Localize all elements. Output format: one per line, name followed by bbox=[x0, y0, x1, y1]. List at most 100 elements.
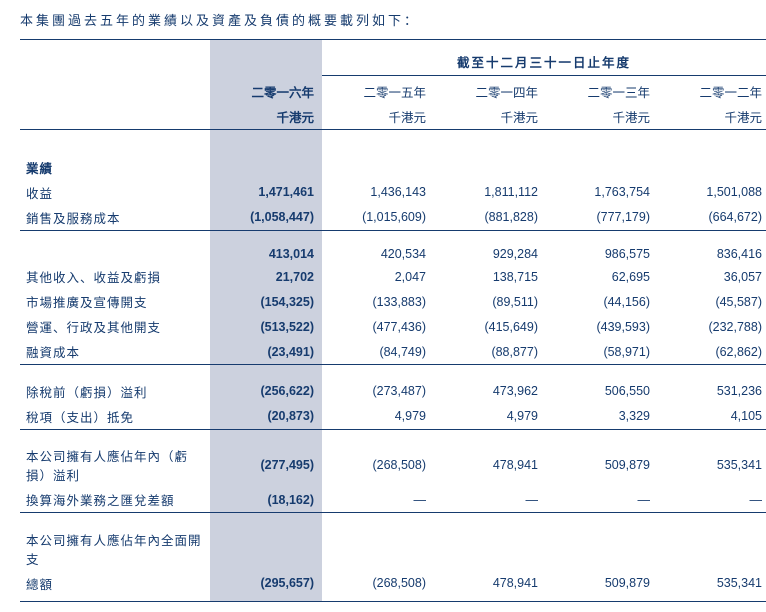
cell: 1,501,088 bbox=[658, 180, 766, 205]
table-row: 換算海外業務之匯兌差額 (18,162) — — — — bbox=[20, 487, 766, 513]
cell: 473,962 bbox=[434, 379, 546, 404]
super-header: 截至十二月三十一日止年度 bbox=[322, 46, 766, 76]
row-label: 營運、行政及其他開支 bbox=[20, 314, 210, 339]
unit-0: 千港元 bbox=[210, 104, 322, 130]
cell: 21,702 bbox=[210, 264, 322, 289]
cell: 531,236 bbox=[658, 379, 766, 404]
cell: 62,695 bbox=[546, 264, 658, 289]
cell: (45,587) bbox=[658, 289, 766, 314]
cell: (295,657) bbox=[210, 571, 322, 602]
cell: (133,883) bbox=[322, 289, 434, 314]
row-label: 換算海外業務之匯兌差額 bbox=[20, 487, 210, 513]
year-1: 二零一五年 bbox=[322, 76, 434, 105]
cell: 506,550 bbox=[546, 379, 658, 404]
table-row: 其他收入、收益及虧損 21,702 2,047 138,715 62,695 3… bbox=[20, 264, 766, 289]
year-4: 二零一二年 bbox=[658, 76, 766, 105]
cell: (277,495) bbox=[210, 443, 322, 487]
cell: 478,941 bbox=[434, 443, 546, 487]
cell: (154,325) bbox=[210, 289, 322, 314]
year-3: 二零一三年 bbox=[546, 76, 658, 105]
unit-4: 千港元 bbox=[658, 104, 766, 130]
year-0: 二零一六年 bbox=[210, 76, 322, 105]
unit-3: 千港元 bbox=[546, 104, 658, 130]
section-results: 業績 bbox=[20, 144, 210, 180]
cell: 4,979 bbox=[434, 404, 546, 430]
cell: (513,522) bbox=[210, 314, 322, 339]
cell: (664,672) bbox=[658, 205, 766, 231]
cell: 535,341 bbox=[658, 443, 766, 487]
cell: (881,828) bbox=[434, 205, 546, 231]
cell: (88,877) bbox=[434, 339, 546, 365]
cell: — bbox=[546, 487, 658, 513]
table-row: 營運、行政及其他開支 (513,522) (477,436) (415,649)… bbox=[20, 314, 766, 339]
cell: 836,416 bbox=[658, 244, 766, 264]
cell: 36,057 bbox=[658, 264, 766, 289]
intro-text: 本集團過去五年的業績以及資產及負債的概要載列如下： bbox=[12, 10, 754, 29]
row-label: 融資成本 bbox=[20, 339, 210, 365]
row-label: 銷售及服務成本 bbox=[20, 205, 210, 231]
cell: 1,811,112 bbox=[434, 180, 546, 205]
cell: 478,941 bbox=[434, 571, 546, 602]
row-label bbox=[20, 244, 210, 264]
cell: (89,511) bbox=[434, 289, 546, 314]
cell: 509,879 bbox=[546, 571, 658, 602]
table-row: 除稅前（虧損）溢利 (256,622) (273,487) 473,962 50… bbox=[20, 379, 766, 404]
cell: (23,491) bbox=[210, 339, 322, 365]
cell: 1,763,754 bbox=[546, 180, 658, 205]
cell: 509,879 bbox=[546, 443, 658, 487]
row-label: 收益 bbox=[20, 180, 210, 205]
row-label: 其他收入、收益及虧損 bbox=[20, 264, 210, 289]
cell: 2,047 bbox=[322, 264, 434, 289]
cell: 138,715 bbox=[434, 264, 546, 289]
cell: (44,156) bbox=[546, 289, 658, 314]
row-label: 稅項（支出）抵免 bbox=[20, 404, 210, 430]
cell: (273,487) bbox=[322, 379, 434, 404]
cell: (18,162) bbox=[210, 487, 322, 513]
cell: (62,862) bbox=[658, 339, 766, 365]
cell: (58,971) bbox=[546, 339, 658, 365]
cell: 3,329 bbox=[546, 404, 658, 430]
table-row: 本公司擁有人應佔年內（虧損）溢利 (277,495) (268,508) 478… bbox=[20, 443, 766, 487]
cell: 420,534 bbox=[322, 244, 434, 264]
cell: (232,788) bbox=[658, 314, 766, 339]
cell: 4,979 bbox=[322, 404, 434, 430]
unit-1: 千港元 bbox=[322, 104, 434, 130]
cell: 413,014 bbox=[210, 244, 322, 264]
table-row: 稅項（支出）抵免 (20,873) 4,979 4,979 3,329 4,10… bbox=[20, 404, 766, 430]
cell: (439,593) bbox=[546, 314, 658, 339]
year-2: 二零一四年 bbox=[434, 76, 546, 105]
cell: (20,873) bbox=[210, 404, 322, 430]
cell: — bbox=[322, 487, 434, 513]
cell: 535,341 bbox=[658, 571, 766, 602]
row-label: 市場推廣及宣傳開支 bbox=[20, 289, 210, 314]
cell: (415,649) bbox=[434, 314, 546, 339]
row-label: 本公司擁有人應佔年內全面開支 bbox=[20, 527, 210, 571]
table-row: 本公司擁有人應佔年內全面開支 bbox=[20, 527, 766, 571]
financial-summary-table: 截至十二月三十一日止年度 二零一六年 二零一五年 二零一四年 二零一三年 二零一… bbox=[20, 39, 746, 602]
row-label: 總額 bbox=[20, 571, 210, 602]
cell: 986,575 bbox=[546, 244, 658, 264]
unit-2: 千港元 bbox=[434, 104, 546, 130]
cell: 929,284 bbox=[434, 244, 546, 264]
cell: (1,015,609) bbox=[322, 205, 434, 231]
cell: — bbox=[434, 487, 546, 513]
cell: (477,436) bbox=[322, 314, 434, 339]
cell: (268,508) bbox=[322, 571, 434, 602]
table-row: 413,014 420,534 929,284 986,575 836,416 bbox=[20, 244, 766, 264]
cell: (84,749) bbox=[322, 339, 434, 365]
table-row: 銷售及服務成本 (1,058,447) (1,015,609) (881,828… bbox=[20, 205, 766, 231]
cell: 1,471,461 bbox=[210, 180, 322, 205]
cell: 1,436,143 bbox=[322, 180, 434, 205]
cell: (268,508) bbox=[322, 443, 434, 487]
table-row: 總額 (295,657) (268,508) 478,941 509,879 5… bbox=[20, 571, 766, 602]
cell: — bbox=[658, 487, 766, 513]
row-label: 本公司擁有人應佔年內（虧損）溢利 bbox=[20, 443, 210, 487]
table-row: 市場推廣及宣傳開支 (154,325) (133,883) (89,511) (… bbox=[20, 289, 766, 314]
cell: (1,058,447) bbox=[210, 205, 322, 231]
table-row: 收益 1,471,461 1,436,143 1,811,112 1,763,7… bbox=[20, 180, 766, 205]
table-row: 融資成本 (23,491) (84,749) (88,877) (58,971)… bbox=[20, 339, 766, 365]
cell: (256,622) bbox=[210, 379, 322, 404]
cell: 4,105 bbox=[658, 404, 766, 430]
cell: (777,179) bbox=[546, 205, 658, 231]
row-label: 除稅前（虧損）溢利 bbox=[20, 379, 210, 404]
